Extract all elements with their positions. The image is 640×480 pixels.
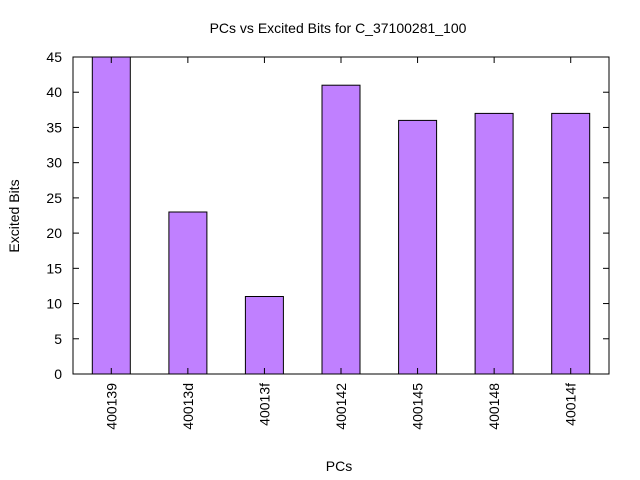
bar-400139 [91,56,131,375]
y-tick-label: 30 [46,155,62,171]
y-axis-label: Excited Bits [6,179,22,252]
ticks-group: 400139 40013d 40013f 400142 400145 400148 4001… [46,49,609,430]
chart-title: PCs vs Excited Bits for C_37100281_100 [210,20,467,36]
bar-40013d [168,211,208,375]
x-tick-label: 400139 [103,383,119,430]
y-tick-label: 40 [46,84,62,100]
plot-frame [72,56,610,375]
y-tick-label: 10 [46,296,62,312]
y-tick-label: 5 [54,331,62,347]
bar-400142 [321,84,361,375]
x-tick-label: 400145 [410,383,426,430]
x-axis-label: PCs [326,458,352,474]
bar-40013f [244,296,284,375]
x-tick-label: 40013f [256,383,272,426]
y-tick-label: 25 [46,190,62,206]
y-tick-label: 15 [46,260,62,276]
bar-40014f [551,112,591,375]
x-tick-label: 40013d [180,383,196,430]
y-tick-label: 35 [46,119,62,135]
y-tick-label: 0 [54,366,62,382]
x-tick-label: 400148 [486,383,502,430]
bars-group [91,56,591,375]
bar-400148 [474,112,514,375]
bar-400145 [398,119,438,375]
y-tick-label: 45 [46,49,62,65]
x-tick-label: 400142 [333,383,349,430]
y-tick-label: 20 [46,225,62,241]
x-tick-label: 40014f [563,383,579,426]
